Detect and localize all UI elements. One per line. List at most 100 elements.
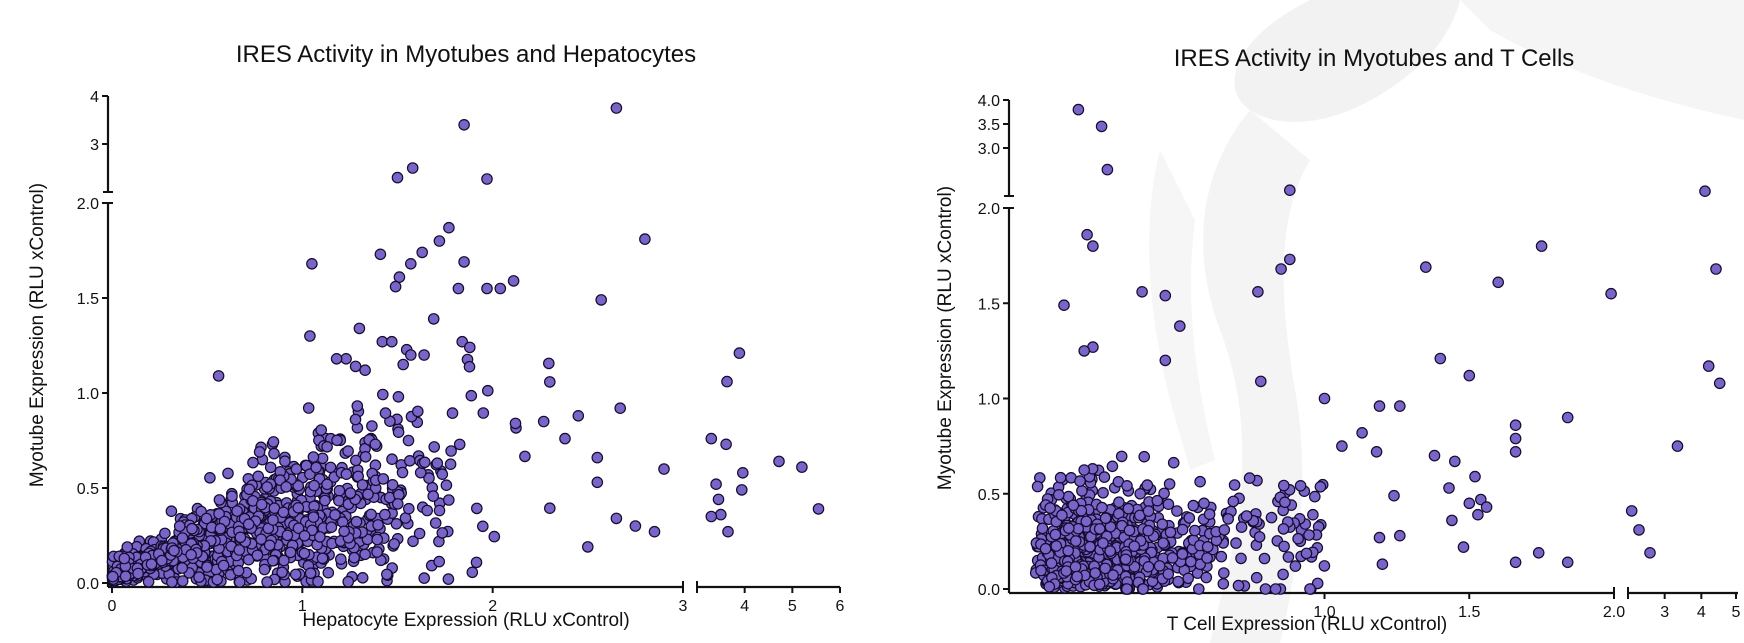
data-point	[374, 248, 387, 261]
data-point	[310, 461, 322, 474]
data-point	[391, 171, 404, 184]
data-point	[720, 438, 732, 451]
data-point	[1463, 497, 1476, 510]
data-point	[470, 556, 483, 569]
data-point	[406, 162, 419, 174]
data-point	[1277, 568, 1289, 581]
data-point	[1218, 524, 1231, 536]
data-point	[1300, 547, 1313, 560]
data-point	[470, 502, 483, 515]
data-point	[251, 549, 264, 562]
data-point	[418, 349, 430, 361]
data-point	[1159, 354, 1172, 367]
data-point	[316, 552, 329, 565]
data-point	[1063, 522, 1075, 534]
data-point	[1193, 583, 1205, 595]
data-point	[268, 447, 280, 460]
data-point	[349, 413, 362, 426]
x-tick-label: 5	[788, 598, 797, 615]
data-point	[442, 494, 455, 506]
data-point	[433, 555, 445, 568]
data-point	[1115, 450, 1128, 463]
chart-tcells: IRES Activity in Myotubes and T Cells T …	[935, 45, 1741, 635]
data-point	[376, 388, 389, 401]
data-point	[1174, 320, 1186, 332]
data-point	[280, 481, 292, 493]
data-point	[267, 436, 280, 448]
data-point	[350, 515, 363, 528]
y-tick-label: 0.0	[77, 576, 99, 593]
data-point	[1279, 496, 1291, 509]
data-point	[1039, 542, 1052, 555]
data-point	[372, 519, 384, 531]
data-point	[433, 504, 446, 517]
data-point	[1084, 540, 1096, 553]
data-point	[456, 335, 468, 348]
data-point	[379, 508, 391, 521]
data-point	[1156, 518, 1169, 530]
data-point	[176, 575, 189, 587]
data-point	[402, 434, 415, 447]
data-point	[1183, 512, 1196, 524]
data-point	[308, 479, 320, 492]
data-point	[1671, 440, 1684, 452]
data-point	[458, 256, 470, 268]
data-point	[1311, 577, 1324, 590]
data-point	[443, 221, 455, 234]
data-point	[1075, 504, 1088, 517]
data-point	[1463, 369, 1476, 382]
x-tick-label: 6	[836, 598, 845, 615]
data-point	[509, 417, 522, 430]
data-point	[222, 467, 234, 480]
data-point	[371, 533, 383, 546]
data-point	[340, 352, 352, 365]
data-point	[1258, 552, 1271, 565]
data-point	[1080, 515, 1093, 528]
data-point	[342, 575, 354, 588]
data-point	[591, 451, 604, 464]
data-point	[389, 280, 402, 293]
data-point	[386, 453, 398, 465]
data-point	[302, 402, 315, 414]
data-point	[289, 568, 302, 581]
data-point	[629, 520, 642, 532]
data-point	[1278, 540, 1290, 553]
data-point	[1157, 537, 1169, 549]
data-point	[463, 360, 476, 373]
data-point	[1162, 498, 1175, 510]
chart-hepatocytes: IRES Activity in Myotubes and Hepatocyte…	[27, 41, 845, 631]
data-point	[281, 529, 294, 542]
data-point	[537, 415, 550, 428]
data-point	[342, 445, 354, 457]
data-point	[543, 376, 556, 388]
data-point	[1250, 571, 1263, 584]
data-point	[1158, 487, 1170, 500]
data-point	[1071, 570, 1083, 583]
data-point	[1702, 360, 1715, 372]
data-point	[1699, 185, 1711, 197]
data-point	[1475, 493, 1487, 506]
data-point	[284, 546, 297, 559]
data-point	[1307, 508, 1319, 521]
data-point	[1710, 263, 1722, 275]
data-point	[1067, 499, 1080, 512]
data-point	[1097, 537, 1109, 549]
data-point	[261, 481, 273, 493]
data-point	[427, 490, 439, 502]
data-point	[488, 530, 501, 543]
x-tick-label: 2	[488, 598, 497, 615]
data-point	[1388, 489, 1400, 502]
x-tick-label: 1	[298, 598, 307, 615]
data-point	[733, 347, 746, 359]
data-point	[165, 505, 178, 517]
data-point	[385, 335, 398, 348]
data-point	[356, 571, 369, 584]
data-point	[1198, 497, 1210, 510]
data-point	[168, 544, 180, 557]
data-point	[145, 558, 158, 570]
data-point	[176, 532, 189, 544]
data-point	[1561, 411, 1574, 424]
data-point	[321, 440, 333, 453]
data-point	[440, 479, 453, 491]
